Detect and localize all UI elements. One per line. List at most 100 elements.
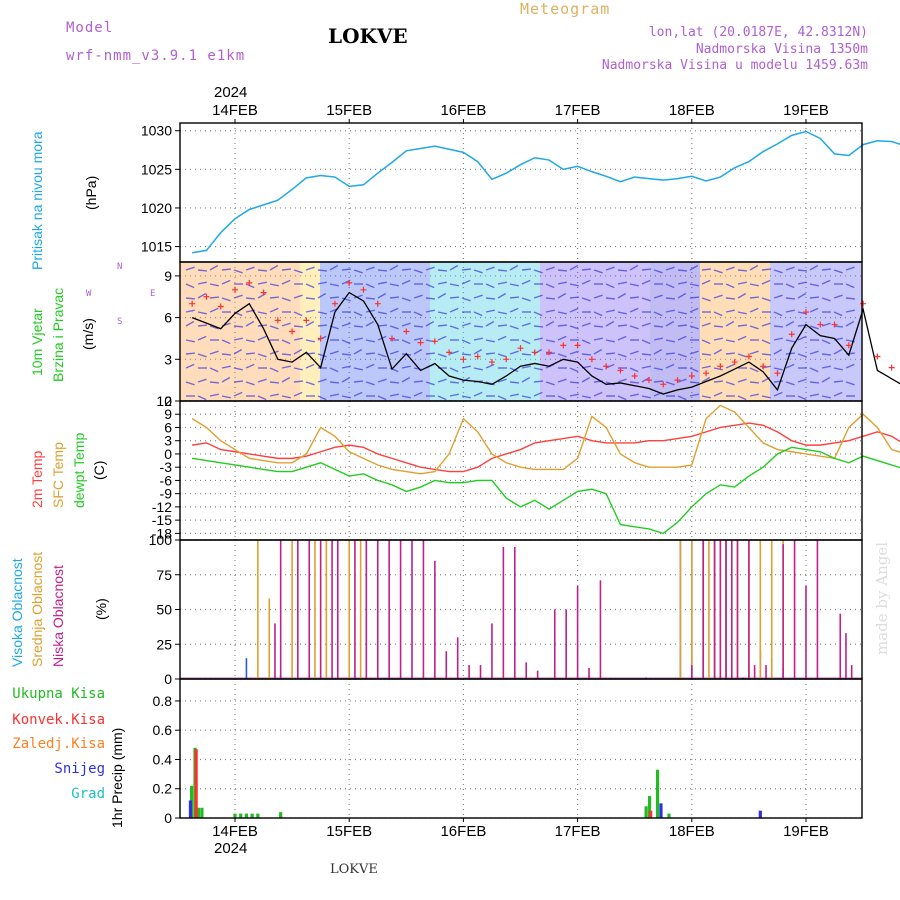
gust-marker	[403, 328, 410, 335]
wind-arrow	[725, 283, 735, 289]
wind-arrow	[737, 353, 747, 358]
wind-arrow	[461, 339, 471, 345]
ytick-label: 75	[156, 567, 172, 583]
wind-arrow	[665, 381, 675, 386]
ytick-label: 6	[164, 419, 172, 435]
wind-arrow	[377, 353, 387, 358]
wind-arrow	[449, 264, 459, 271]
compass-w: W	[86, 289, 92, 299]
wind-arrow	[629, 350, 639, 355]
wind-arrow	[521, 353, 532, 356]
gust-marker	[703, 370, 710, 377]
wind-arrow	[233, 269, 243, 274]
wind-arrow	[353, 269, 363, 274]
pressure-line	[192, 130, 900, 254]
wind-arrow	[269, 307, 279, 313]
wind-arrow	[737, 378, 747, 383]
wind-arrow	[221, 376, 231, 383]
wind-arrow	[809, 393, 819, 397]
wind-arrow	[437, 281, 447, 285]
ytick-label: 3	[164, 351, 172, 367]
compass-s: S	[117, 317, 123, 327]
wind-arrow	[473, 269, 483, 274]
ytick-label: 0.6	[153, 722, 173, 738]
gust-marker	[317, 335, 324, 342]
wind-arrow	[569, 325, 579, 330]
ytick-label: 6	[164, 310, 172, 326]
total-precip-bar	[647, 796, 652, 818]
wind-arrow	[785, 363, 795, 369]
wind-arrow	[509, 264, 519, 271]
gust-marker	[888, 364, 895, 371]
wind-arrow	[293, 294, 303, 299]
wind-arrow	[473, 337, 483, 341]
wind-arrow	[749, 283, 759, 287]
wind-arrow	[665, 352, 676, 355]
wind-arrow	[653, 269, 663, 274]
wind-arrow	[629, 325, 639, 330]
total-precip-bar	[644, 806, 648, 818]
wind-arrow	[317, 281, 327, 285]
wind-arrow	[773, 311, 783, 317]
wind-arrow	[701, 339, 711, 345]
wind-arrow	[785, 381, 795, 386]
wind-arrow	[689, 381, 700, 384]
gust-marker	[531, 349, 538, 356]
wind-arrow	[749, 350, 759, 355]
dewpt-line	[192, 446, 900, 535]
wind-arrow	[617, 311, 627, 315]
wind-arrow	[761, 395, 771, 399]
wind-arrow	[425, 320, 435, 327]
gust-marker	[874, 353, 881, 360]
wind-arrow	[497, 281, 507, 285]
wind-arrow	[845, 363, 855, 369]
wind-arrow	[737, 311, 747, 315]
lonlat-text: lon,lat (20.0187E, 42.8312N)	[648, 25, 868, 40]
wind-arrow	[605, 320, 615, 327]
ytick-label: 1030	[141, 123, 172, 139]
wind-arrow	[533, 311, 543, 317]
wind-arrow	[521, 322, 531, 327]
gust-marker	[788, 331, 795, 338]
wind-arrow	[617, 324, 628, 327]
gust-marker	[303, 317, 310, 324]
xtick-label-bottom: 14FEB	[212, 823, 258, 840]
wind-arrow	[293, 325, 304, 328]
wind-arrow	[677, 378, 687, 383]
wind-arrow	[377, 395, 387, 401]
wind-arrow	[677, 395, 687, 401]
xtick-label-bottom: 16FEB	[440, 823, 486, 840]
wind-arrow	[233, 325, 244, 328]
wind-field-band	[430, 262, 540, 401]
wind-arrow	[569, 283, 579, 287]
wind-arrow	[833, 269, 843, 274]
wind-arrow	[401, 322, 411, 327]
model-label: Model	[66, 20, 114, 36]
xtick-label-top: 14FEB	[212, 102, 258, 119]
wind-arrow	[701, 365, 711, 369]
wind-arrow	[725, 266, 735, 271]
wind-arrow	[749, 307, 759, 313]
wind-arrow	[617, 335, 627, 341]
gust-marker	[674, 377, 681, 384]
wind-arrow	[689, 393, 699, 397]
wind-arrow	[545, 339, 555, 343]
ytick-label: 0	[164, 671, 172, 687]
wind-arrow	[689, 283, 699, 287]
wind-arrow	[665, 283, 675, 289]
gust-marker	[232, 286, 238, 293]
wind-arrow	[797, 292, 807, 299]
wind-arrow	[521, 395, 531, 399]
ytick-label: 0.8	[153, 693, 173, 709]
wind-arrow	[221, 339, 231, 345]
wind-arrow	[701, 297, 711, 302]
gust-marker	[860, 300, 867, 307]
wind-arrow	[833, 367, 843, 371]
wind-arrow	[257, 353, 267, 358]
compass-icon: N W E S	[86, 262, 156, 328]
wind-arrow	[713, 311, 723, 317]
ytick-label: -18	[152, 525, 172, 541]
wind-arrow	[773, 269, 783, 274]
wind-arrow	[233, 294, 243, 299]
